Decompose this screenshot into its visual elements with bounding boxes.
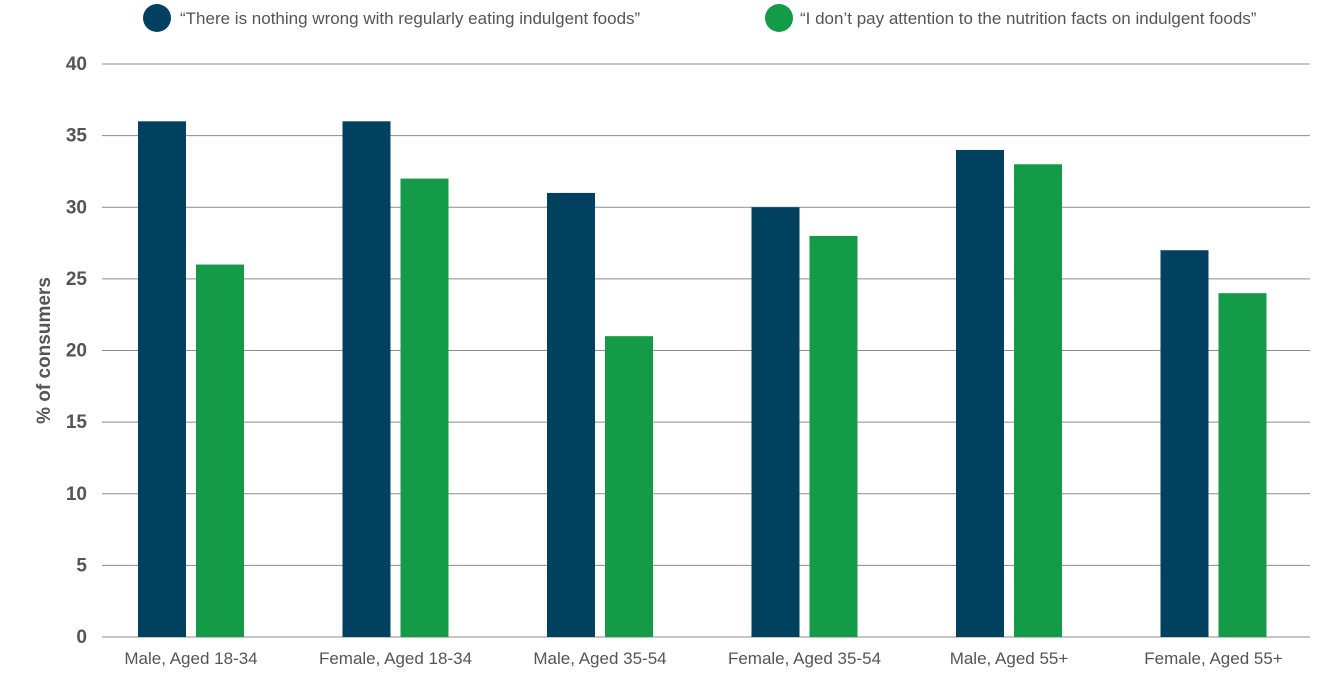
legend-label-series-2: “I don’t pay attention to the nutrition … bbox=[800, 9, 1257, 28]
bar-series-1-4 bbox=[751, 207, 800, 637]
legend-marker-series-2 bbox=[765, 4, 793, 32]
y-tick-label: 20 bbox=[66, 341, 87, 362]
y-tick-label: 30 bbox=[66, 197, 87, 218]
bars bbox=[138, 121, 1267, 638]
legend-marker-series-1 bbox=[143, 4, 171, 32]
y-tick-label: 5 bbox=[76, 555, 87, 576]
bar-series-2-4 bbox=[809, 235, 858, 637]
bar-series-2-1 bbox=[196, 264, 244, 637]
x-axis-ticks: Male, Aged 18-34 Female, Aged 18-34 Male, … bbox=[124, 649, 1282, 668]
legend-label-series-1: “There is nothing wrong with regularly e… bbox=[180, 9, 641, 28]
x-tick-label: Female, Aged 18-34 bbox=[319, 649, 472, 668]
y-tick-label: 25 bbox=[66, 269, 88, 290]
y-axis-ticks: 0 5 10 15 20 25 30 35 40 bbox=[66, 54, 88, 648]
bar-series-2-3 bbox=[605, 336, 653, 637]
legend: “There is nothing wrong with regularly e… bbox=[143, 4, 1257, 32]
bar-series-1-3 bbox=[547, 192, 595, 638]
bar-series-2-2 bbox=[400, 178, 449, 637]
x-tick-label: Female, Aged 35-54 bbox=[728, 649, 881, 668]
y-axis-label: % of consumers bbox=[34, 277, 55, 424]
bar-series-2-5 bbox=[1014, 164, 1062, 637]
x-tick-label: Male, Aged 18-34 bbox=[124, 649, 257, 668]
bar-series-1-1 bbox=[138, 121, 186, 638]
y-tick-label: 15 bbox=[66, 412, 88, 433]
y-tick-label: 0 bbox=[76, 627, 87, 648]
bar-series-1-6 bbox=[1160, 250, 1209, 637]
gridlines bbox=[102, 63, 1310, 638]
x-tick-label: Male, Aged 35-54 bbox=[533, 649, 666, 668]
x-tick-label: Male, Aged 55+ bbox=[950, 649, 1069, 668]
y-tick-label: 10 bbox=[66, 484, 87, 505]
x-tick-label: Female, Aged 55+ bbox=[1144, 649, 1283, 668]
bar-series-1-5 bbox=[956, 149, 1004, 637]
bar-series-2-6 bbox=[1218, 293, 1267, 637]
y-tick-label: 35 bbox=[66, 126, 88, 147]
bar-series-1-2 bbox=[342, 121, 391, 638]
y-tick-label: 40 bbox=[66, 54, 87, 75]
